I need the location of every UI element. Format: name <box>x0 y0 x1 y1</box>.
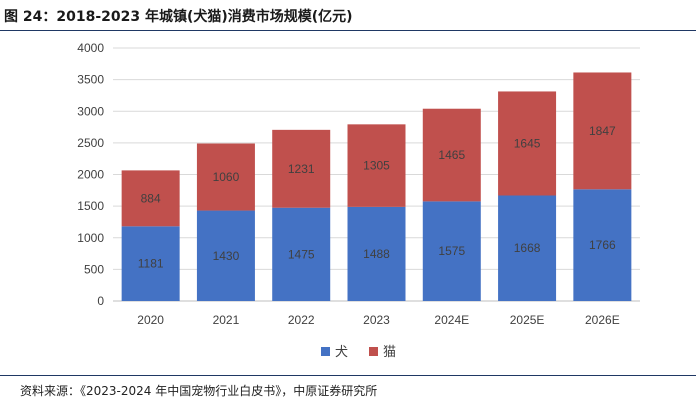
bar-dog-2021 <box>196 210 255 301</box>
data-label: 1060 <box>213 170 240 184</box>
data-label: 1430 <box>213 249 240 263</box>
y-tick-label: 0 <box>97 294 104 308</box>
y-tick-label: 500 <box>84 262 104 276</box>
data-label: 1766 <box>589 238 616 252</box>
bar-cat-2025E <box>498 91 557 196</box>
legend-label: 犬 <box>335 345 348 360</box>
y-tick-label: 1000 <box>77 231 104 245</box>
bar-dog-2022 <box>272 207 331 301</box>
y-tick-label: 2000 <box>77 168 104 182</box>
x-axis-ticks: 2020 2021 2022 2023 2024E 2025E 2026E <box>137 313 619 327</box>
data-label: 1488 <box>363 247 390 261</box>
bar-dog-2020 <box>121 226 180 301</box>
bar-cat-2023 <box>347 124 406 207</box>
bar-dog-2026E <box>573 189 632 301</box>
x-tick-label: 2024E <box>434 313 469 327</box>
legend-swatch <box>321 347 330 356</box>
y-tick-label: 4000 <box>77 41 104 55</box>
title-rule <box>0 30 696 31</box>
y-tick-label: 3500 <box>77 73 104 87</box>
y-tick-label: 2500 <box>77 136 104 150</box>
data-label: 1575 <box>438 244 465 258</box>
x-tick-label: 2020 <box>137 313 164 327</box>
y-tick-label: 3000 <box>77 104 104 118</box>
x-tick-label: 2026E <box>585 313 620 327</box>
legend-swatch <box>369 347 378 356</box>
bar-cat-2021 <box>196 143 255 211</box>
bars: 1181 884 1430 1060 1475 1231 1488 1305 1575 1465 1… <box>121 72 632 301</box>
data-label: 1305 <box>363 159 390 173</box>
data-label: 1645 <box>514 136 541 150</box>
bar-dog-2024E <box>422 201 481 301</box>
chart-title: 图 24：2018-2023 年城镇(犬猫)消费市场规模(亿元) <box>4 9 353 25</box>
x-tick-label: 2022 <box>288 313 315 327</box>
data-label: 1465 <box>438 148 465 162</box>
bar-cat-2022 <box>272 129 331 208</box>
bar-dog-2023 <box>347 206 406 301</box>
data-label: 1847 <box>589 124 616 138</box>
x-tick-label: 2021 <box>213 313 240 327</box>
data-label: 1231 <box>288 162 315 176</box>
data-label: 884 <box>141 191 161 205</box>
bar-cat-2024E <box>422 108 481 202</box>
bar-cat-2026E <box>573 72 632 190</box>
data-label: 1475 <box>288 247 315 261</box>
x-tick-label: 2023 <box>363 313 390 327</box>
legend: 犬猫 <box>321 345 396 360</box>
data-label: 1668 <box>514 241 541 255</box>
x-tick-label: 2025E <box>510 313 545 327</box>
data-label: 1181 <box>138 257 164 271</box>
source-rule <box>0 375 696 376</box>
source-note: 资料来源：《2023-2024 年中国宠物行业白皮书》，中原证券研究所 <box>20 384 378 398</box>
y-axis-ticks: 0 500 1000 1500 2000 2500 3000 3500 4000 <box>77 41 104 308</box>
y-tick-label: 1500 <box>77 199 104 213</box>
legend-label: 猫 <box>383 345 396 360</box>
bar-cat-2020 <box>121 170 180 227</box>
bar-dog-2025E <box>498 195 557 301</box>
